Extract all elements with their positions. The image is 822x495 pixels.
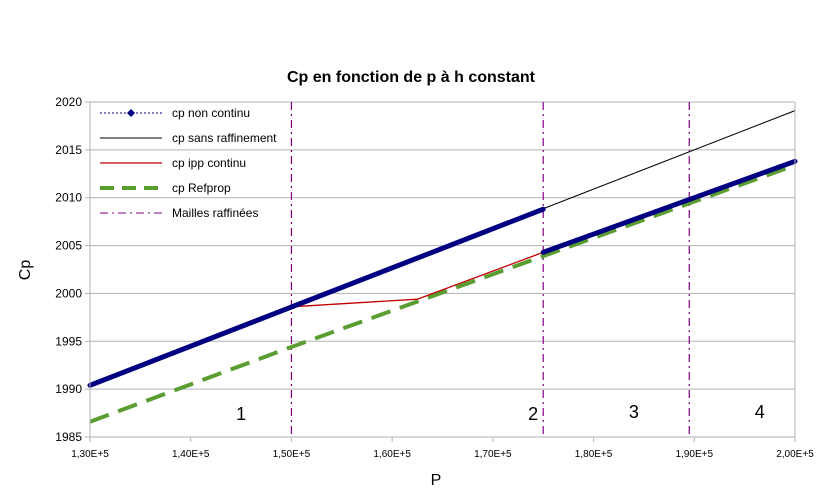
- y-tick-label: 2020: [55, 95, 82, 109]
- x-tick-label: 1,40E+5: [172, 449, 210, 460]
- y-tick-label: 2000: [55, 286, 82, 300]
- y-axis-title: Cp: [17, 260, 34, 281]
- x-tick-label: 1,70E+5: [474, 449, 512, 460]
- chart-title: Cp en fonction de p à h constant: [287, 69, 536, 86]
- y-tick-label: 2015: [55, 143, 82, 157]
- legend: cp non continu cp sans raffinement cp ipp …: [100, 106, 277, 220]
- legend-item-mailles-raffin-es: Mailles raffinées: [100, 206, 258, 220]
- x-tick-label: 2,00E+5: [776, 449, 814, 460]
- legend-label: cp sans raffinement: [172, 131, 277, 145]
- legend-item-cp-refprop: cp Refprop: [100, 181, 231, 195]
- y-tick-label: 1990: [55, 382, 82, 396]
- region-label: 2: [528, 404, 538, 424]
- y-tick-label: 2005: [55, 239, 82, 253]
- series-layer: [87, 110, 798, 424]
- y-tick-label: 2010: [55, 191, 82, 205]
- legend-item-cp-sans-raffinement: cp sans raffinement: [100, 131, 277, 145]
- legend-item-cp-ipp-continu: cp ipp continu: [100, 156, 246, 170]
- legend-diamond-marker: [127, 109, 135, 117]
- region-label: 1: [236, 404, 246, 424]
- legend-label: cp ipp continu: [172, 156, 246, 170]
- region-label: 4: [755, 402, 765, 422]
- region-label: 3: [629, 402, 639, 422]
- legend-label: cp non continu: [172, 106, 250, 120]
- x-tick-label: 1,60E+5: [373, 449, 411, 460]
- y-tick-label: 1995: [55, 334, 82, 348]
- x-tick-label: 1,50E+5: [273, 449, 311, 460]
- tick-labels: 1985 1990 1995 2000 2005 2010 2015 2020 1,30E+5 1…: [55, 95, 814, 460]
- series-cp-ipp-continu-line: [291, 251, 544, 308]
- series-cp-refprop-line: [89, 163, 796, 424]
- legend-label: Mailles raffinées: [172, 206, 258, 220]
- series-cp-non-continu-line: [540, 158, 798, 255]
- x-tick-label: 1,30E+5: [71, 449, 109, 460]
- series-cp-non-continu-line: [87, 206, 546, 388]
- axes: [85, 101, 796, 442]
- region-labels: 1 2 3 4: [236, 402, 765, 424]
- legend-item-cp-non-continu: cp non continu: [100, 106, 250, 120]
- x-tick-label: 1,80E+5: [575, 449, 613, 460]
- x-axis-title: P: [431, 472, 442, 489]
- x-tick-label: 1,90E+5: [676, 449, 714, 460]
- legend-label: cp Refprop: [172, 181, 231, 195]
- y-tick-label: 1985: [55, 430, 82, 444]
- refined-mesh-lines: [290, 102, 690, 437]
